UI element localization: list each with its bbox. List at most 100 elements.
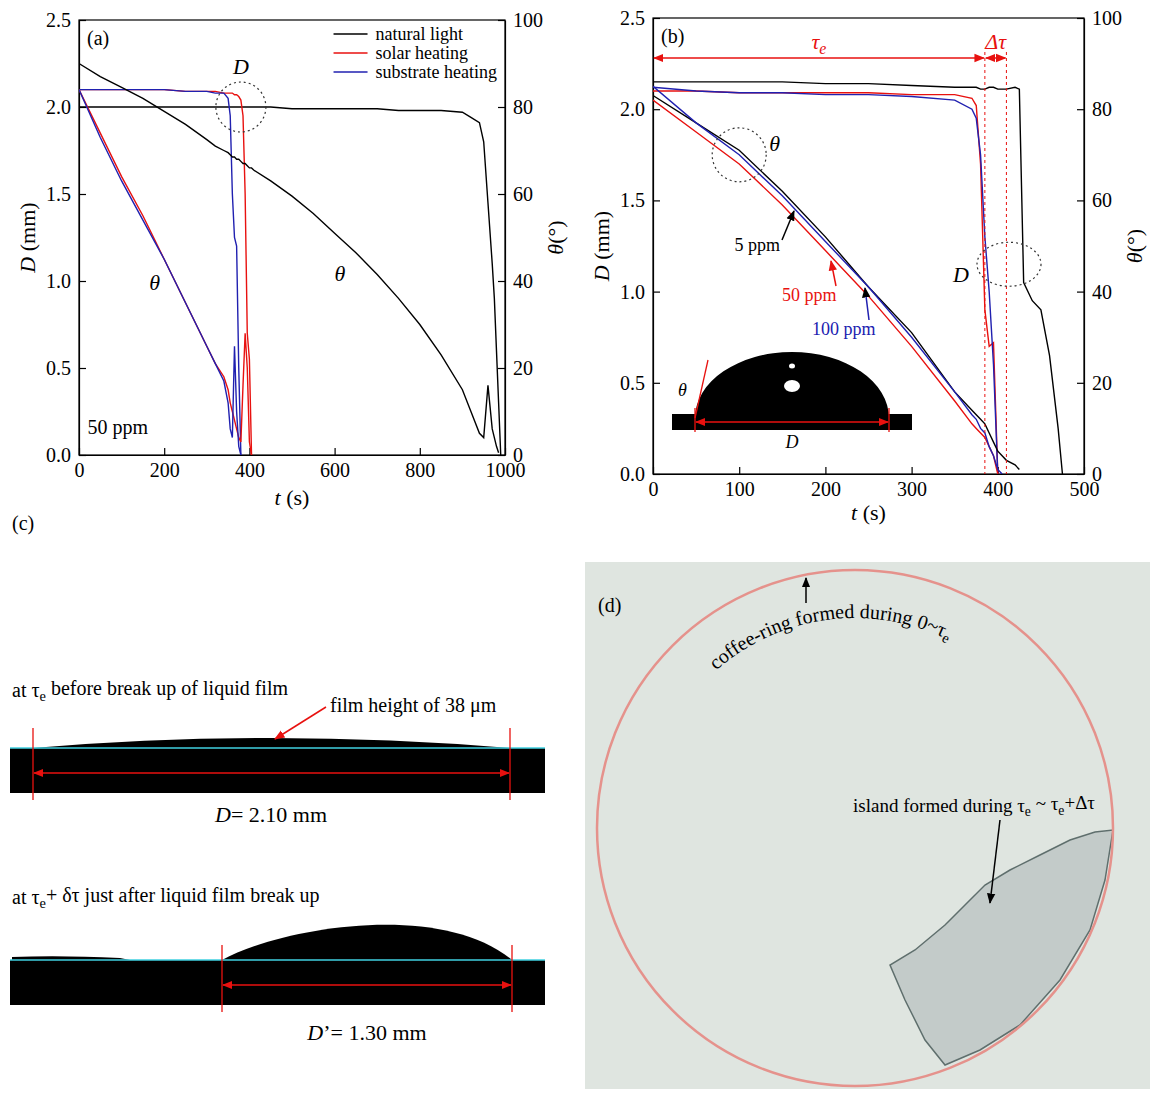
text-part: θ [1122,252,1147,263]
inset-highlight [789,364,795,369]
data-line [653,91,998,474]
inset-droplet [695,352,889,418]
annotation: θ [769,131,780,156]
y-axis-tick-mark [79,281,86,282]
y2-axis-tick-mark [498,368,505,369]
y2-axis-tick-mark [498,20,505,21]
x-axis-tick: 200 [811,467,841,500]
x-axis-tick-mark [335,448,336,455]
y2-axis-tick: 20 [498,357,533,379]
y2-axis-tick-mark [1077,383,1084,384]
y-axis: 0.00.51.01.52.02.5 [620,7,660,485]
data-line [653,86,1002,474]
y2-axis-tick-mark [498,281,505,282]
highlight-circle [712,128,766,182]
legend-label: solar heating [376,43,468,63]
x-axis-tick-mark [739,467,740,474]
text-part: D [15,257,40,274]
x-axis: 0100200300400500 [649,467,1100,500]
legend-entry: substrate heating [334,62,497,82]
legend-entry: solar heating [334,43,468,63]
liquid-film [33,738,510,748]
y-axis-tick: 1.5 [46,183,86,205]
y-axis-tick-label: 0.0 [620,463,645,485]
y-axis-tick-mark [653,292,660,293]
y2-axis-line [1084,19,1085,475]
text-part: + δτ just after liquid film break up [46,884,320,907]
annotation: 50 ppm [782,285,837,305]
y2-axis-tick-label: 20 [513,357,533,379]
text-part: D [306,1020,323,1045]
y2-axis-tick-label: 0 [513,444,523,466]
text-part: D [589,265,614,282]
y2-axis-tick-label: 40 [513,270,533,292]
x-axis-tick-label: 400 [983,478,1013,500]
y-axis-tick-mark [79,368,86,369]
annotation: 100 ppm [812,319,876,339]
inset-image: θD [672,352,912,452]
plot-frame [653,18,1084,474]
annotation: D [952,262,969,287]
y2-axis-tick-label: 100 [1092,7,1122,29]
x-axis-tick-mark [825,467,826,474]
y2-axis-tick-mark [1077,292,1084,293]
leader-arrow [275,707,326,739]
plot-area [79,64,501,456]
x-axis-tick-label: 0 [75,459,85,481]
leader-arrow [990,820,1000,903]
x-axis-line [80,455,506,456]
y-axis-tick: 0.0 [46,444,86,466]
x-axis-tick: 300 [897,467,927,500]
y-axis-tick-label: 2.0 [46,96,71,118]
y2-axis-tick: 80 [1077,98,1112,120]
dimension-label: D’= 1.30 mm [306,1020,426,1045]
text-part: (mm) [589,211,614,265]
y2-axis-tick-label: 40 [1092,281,1112,303]
y2-axis-tick-mark [1077,200,1084,201]
inset-label: θ [678,380,687,400]
data-line [79,90,241,455]
y-axis-title: D (mm) [15,202,40,273]
substrate [10,748,545,793]
y-axis-tick-mark [79,455,86,456]
text-part: θ [543,244,568,255]
y-axis-tick-label: 2.0 [620,98,645,120]
y-axis-tick-label: 1.0 [46,270,71,292]
y2-axis-tick: 60 [1077,189,1112,211]
dimension-arrow [34,772,509,774]
data-line [79,64,499,453]
text-part: (°) [543,220,568,243]
dimension-tick [221,945,222,1012]
highlight-circle [977,242,1041,286]
text-part: e [940,629,953,646]
inset-tick [694,408,695,432]
text-part: island formed during [853,795,1017,816]
data-line [653,100,998,474]
y-axis-tick-mark [653,200,660,201]
plot-frame [79,20,505,455]
y2-axis-tick-label: 80 [1092,98,1112,120]
y-axis-tick-mark [653,383,660,384]
substrate [10,960,545,1005]
x-axis-title: t (s) [851,500,886,525]
y-axis-tick-label: 1.5 [620,189,645,211]
legend-swatch [334,33,368,35]
inset-highlight [784,380,800,392]
y2-axis-tick: 40 [1077,281,1112,303]
y2-axis-line [505,21,506,456]
x-axis-tick: 100 [725,467,755,500]
dimension-arrow [223,984,511,986]
text-part: at [12,679,31,701]
panel-label: (d) [598,594,621,617]
baseline [10,959,545,961]
y2-axis-tick-mark [1077,474,1084,475]
y2-axis-tick-mark [498,107,505,108]
x-axis-title: t (s) [275,485,310,510]
y-axis-tick-label: 1.0 [620,281,645,303]
y-axis-tick-label: 0.5 [620,372,645,394]
baseline [10,747,545,749]
y-axis-tick: 1.5 [620,189,660,211]
text-part: τ [31,886,39,908]
data-line [653,87,998,474]
legend-label: natural light [376,24,463,44]
